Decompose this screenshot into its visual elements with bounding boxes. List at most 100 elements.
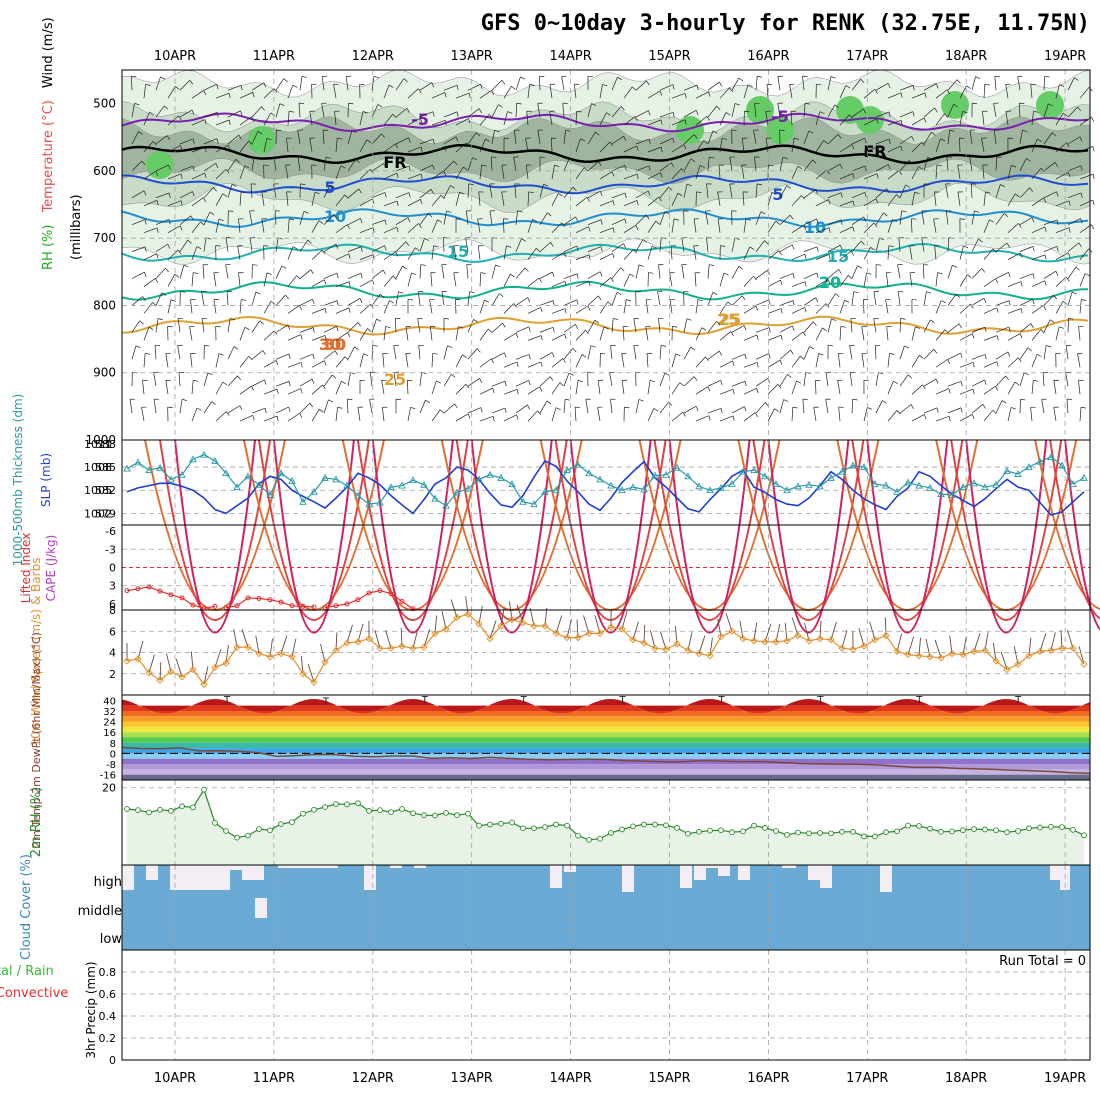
temp-tick: 40 bbox=[103, 696, 116, 707]
thickness-point bbox=[871, 480, 879, 487]
wind-barb-feather bbox=[1081, 299, 1087, 301]
wind-barb bbox=[671, 411, 684, 422]
wind-barb bbox=[275, 381, 290, 387]
wind-barb-feather bbox=[251, 385, 255, 391]
wind-barb-feather bbox=[971, 414, 975, 420]
thickness-point bbox=[673, 463, 681, 471]
wind-barb-feather bbox=[744, 381, 747, 387]
wind-barb bbox=[621, 380, 625, 395]
wind-barb bbox=[623, 273, 631, 287]
wind-barb bbox=[323, 350, 336, 360]
wind10m-barb bbox=[764, 623, 772, 643]
wind-barb bbox=[946, 156, 949, 171]
wind-barb bbox=[525, 138, 529, 153]
thickness-point bbox=[607, 481, 615, 489]
wind-barb-feather bbox=[695, 406, 699, 411]
wind-barb-feather bbox=[417, 88, 422, 93]
wind-barb-feather bbox=[360, 218, 363, 224]
wind-barb-feather bbox=[432, 139, 435, 145]
wind-barb-feather bbox=[144, 272, 147, 278]
wind-barb bbox=[1079, 407, 1082, 422]
wind-barb-feather bbox=[324, 335, 327, 341]
wind-barb bbox=[611, 106, 622, 118]
rh2m-point bbox=[817, 830, 823, 836]
wind-barb bbox=[527, 84, 530, 99]
wind-barb bbox=[287, 362, 302, 368]
wind-barb-feather bbox=[1068, 172, 1071, 178]
wind-barb-feather bbox=[863, 379, 869, 382]
wind-barb bbox=[563, 299, 577, 306]
wind10m-barb bbox=[896, 633, 903, 652]
thickness-point bbox=[255, 480, 263, 488]
wind-barb bbox=[791, 407, 794, 422]
thickness-point bbox=[145, 466, 153, 474]
wind10m-point bbox=[189, 665, 197, 674]
wind-barb-feather bbox=[583, 167, 589, 172]
wind-barb bbox=[297, 156, 301, 171]
wind-barb-feather bbox=[516, 414, 519, 420]
wind-barb-feather bbox=[893, 380, 898, 385]
wind-barb-feather bbox=[468, 183, 474, 186]
wind-barb-feather bbox=[1027, 347, 1032, 352]
day-label-bottom: 17APR bbox=[846, 1071, 888, 1086]
li-line bbox=[324, 589, 425, 611]
rh2m-point bbox=[267, 827, 273, 834]
wind-barb bbox=[839, 85, 847, 99]
wind-barb-feather bbox=[1043, 197, 1047, 203]
wind-barb bbox=[1079, 87, 1090, 99]
wind-barb-feather bbox=[222, 193, 228, 197]
wind-barb bbox=[1055, 326, 1060, 341]
wind-barb-feather bbox=[755, 305, 759, 311]
wind-barb-feather bbox=[264, 408, 267, 414]
wind-barb bbox=[971, 404, 984, 414]
wind-barb-feather bbox=[408, 137, 411, 143]
wind-barb bbox=[371, 345, 374, 360]
wind-barb-feather bbox=[1000, 184, 1005, 187]
wind-barb bbox=[285, 165, 289, 179]
wind-barb bbox=[347, 159, 357, 172]
wind-barb bbox=[731, 103, 736, 118]
wind-barb bbox=[623, 173, 638, 180]
contour-label: 25 bbox=[719, 310, 741, 329]
wind-barb-feather bbox=[300, 362, 303, 368]
wind-barb-feather bbox=[143, 190, 147, 196]
wind-barb bbox=[585, 399, 589, 414]
wind-barb bbox=[561, 76, 565, 91]
li-point bbox=[256, 595, 262, 601]
slp-tick: 1011 bbox=[84, 438, 112, 451]
wind-barb-feather bbox=[1080, 165, 1083, 171]
wind10m-point bbox=[1058, 644, 1066, 652]
wind-barb-feather bbox=[321, 249, 326, 255]
wind10m-point bbox=[332, 646, 340, 655]
wind-barb bbox=[407, 88, 419, 99]
wind10m-barb bbox=[791, 617, 799, 636]
wind-barb-feather bbox=[384, 219, 387, 225]
wind-barb-feather bbox=[996, 335, 999, 341]
wind-barb bbox=[755, 183, 758, 198]
wind-barb-feather bbox=[1026, 158, 1031, 162]
wind-barb-feather bbox=[528, 354, 531, 360]
wind-barb bbox=[839, 326, 842, 341]
wind-barb bbox=[575, 111, 578, 126]
wind-barb-feather bbox=[738, 266, 744, 270]
rh2m-point bbox=[850, 828, 856, 835]
li-point bbox=[366, 590, 372, 596]
wind-barb bbox=[911, 141, 923, 153]
wind-barb-feather bbox=[334, 350, 338, 356]
wind-barb bbox=[1019, 323, 1032, 333]
rh2m-point bbox=[1081, 832, 1087, 839]
wind-barb bbox=[311, 408, 320, 422]
temp-band bbox=[122, 721, 1090, 727]
thickness-point bbox=[376, 498, 384, 506]
wind-barb bbox=[227, 318, 231, 333]
rh-shade-90 bbox=[676, 116, 704, 144]
wind-barb-feather bbox=[636, 145, 639, 151]
wind-barb-feather bbox=[900, 318, 906, 320]
precip-ylabel-total: Total / Rain bbox=[0, 964, 54, 979]
wind-barb bbox=[155, 219, 170, 226]
thickness-point bbox=[1080, 473, 1088, 481]
wind-barb bbox=[791, 195, 802, 207]
wind-barb-feather bbox=[141, 160, 146, 166]
wind-barb bbox=[335, 138, 338, 153]
wind-barb-feather bbox=[1075, 266, 1080, 271]
